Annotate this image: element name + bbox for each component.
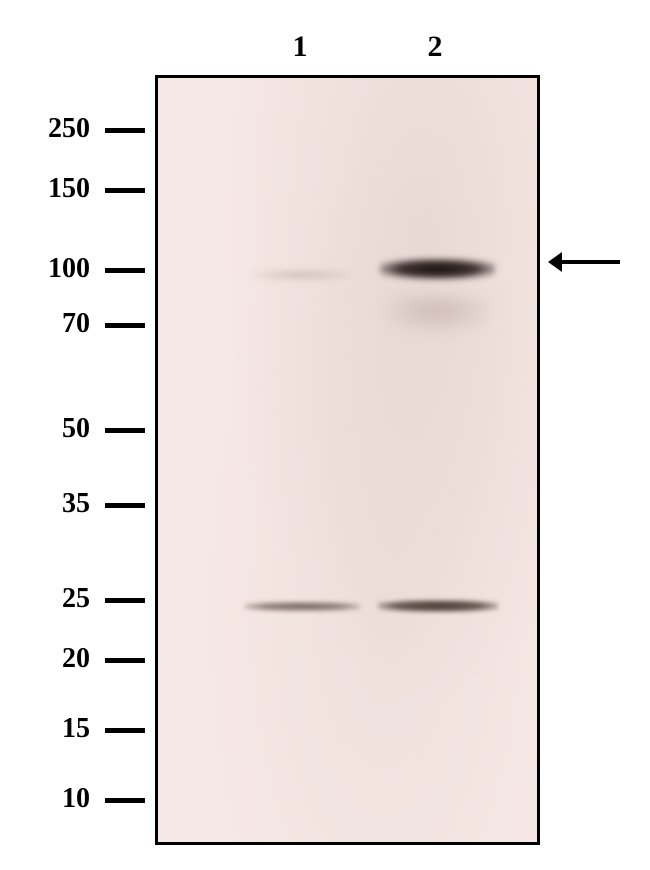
- mw-label: 70: [10, 308, 90, 340]
- mw-tick: [105, 503, 145, 508]
- band: [380, 258, 495, 280]
- mw-tick: [105, 598, 145, 603]
- band: [245, 602, 360, 611]
- mw-tick: [105, 323, 145, 328]
- mw-label: 50: [10, 413, 90, 445]
- mw-tick: [105, 658, 145, 663]
- mw-label: 35: [10, 488, 90, 520]
- mw-label: 15: [10, 713, 90, 745]
- arrow-head-icon: [548, 252, 562, 272]
- lane-label-1: 1: [240, 30, 360, 64]
- mw-tick: [105, 128, 145, 133]
- band: [252, 270, 352, 280]
- mw-label: 100: [10, 253, 90, 285]
- mw-label: 150: [10, 173, 90, 205]
- blot-membrane: [155, 75, 540, 845]
- mw-label: 20: [10, 643, 90, 675]
- mw-tick: [105, 188, 145, 193]
- mw-tick: [105, 268, 145, 273]
- lane-label-2: 2: [375, 30, 495, 64]
- band: [385, 295, 490, 335]
- mw-tick: [105, 728, 145, 733]
- arrow-shaft: [558, 260, 620, 264]
- band: [378, 600, 498, 612]
- mw-label: 25: [10, 583, 90, 615]
- mw-label: 10: [10, 783, 90, 815]
- mw-tick: [105, 428, 145, 433]
- mw-tick: [105, 798, 145, 803]
- western-blot-figure: 1 2 250 150 100 70 50 35 25 20 15 10: [0, 0, 650, 870]
- mw-label: 250: [10, 113, 90, 145]
